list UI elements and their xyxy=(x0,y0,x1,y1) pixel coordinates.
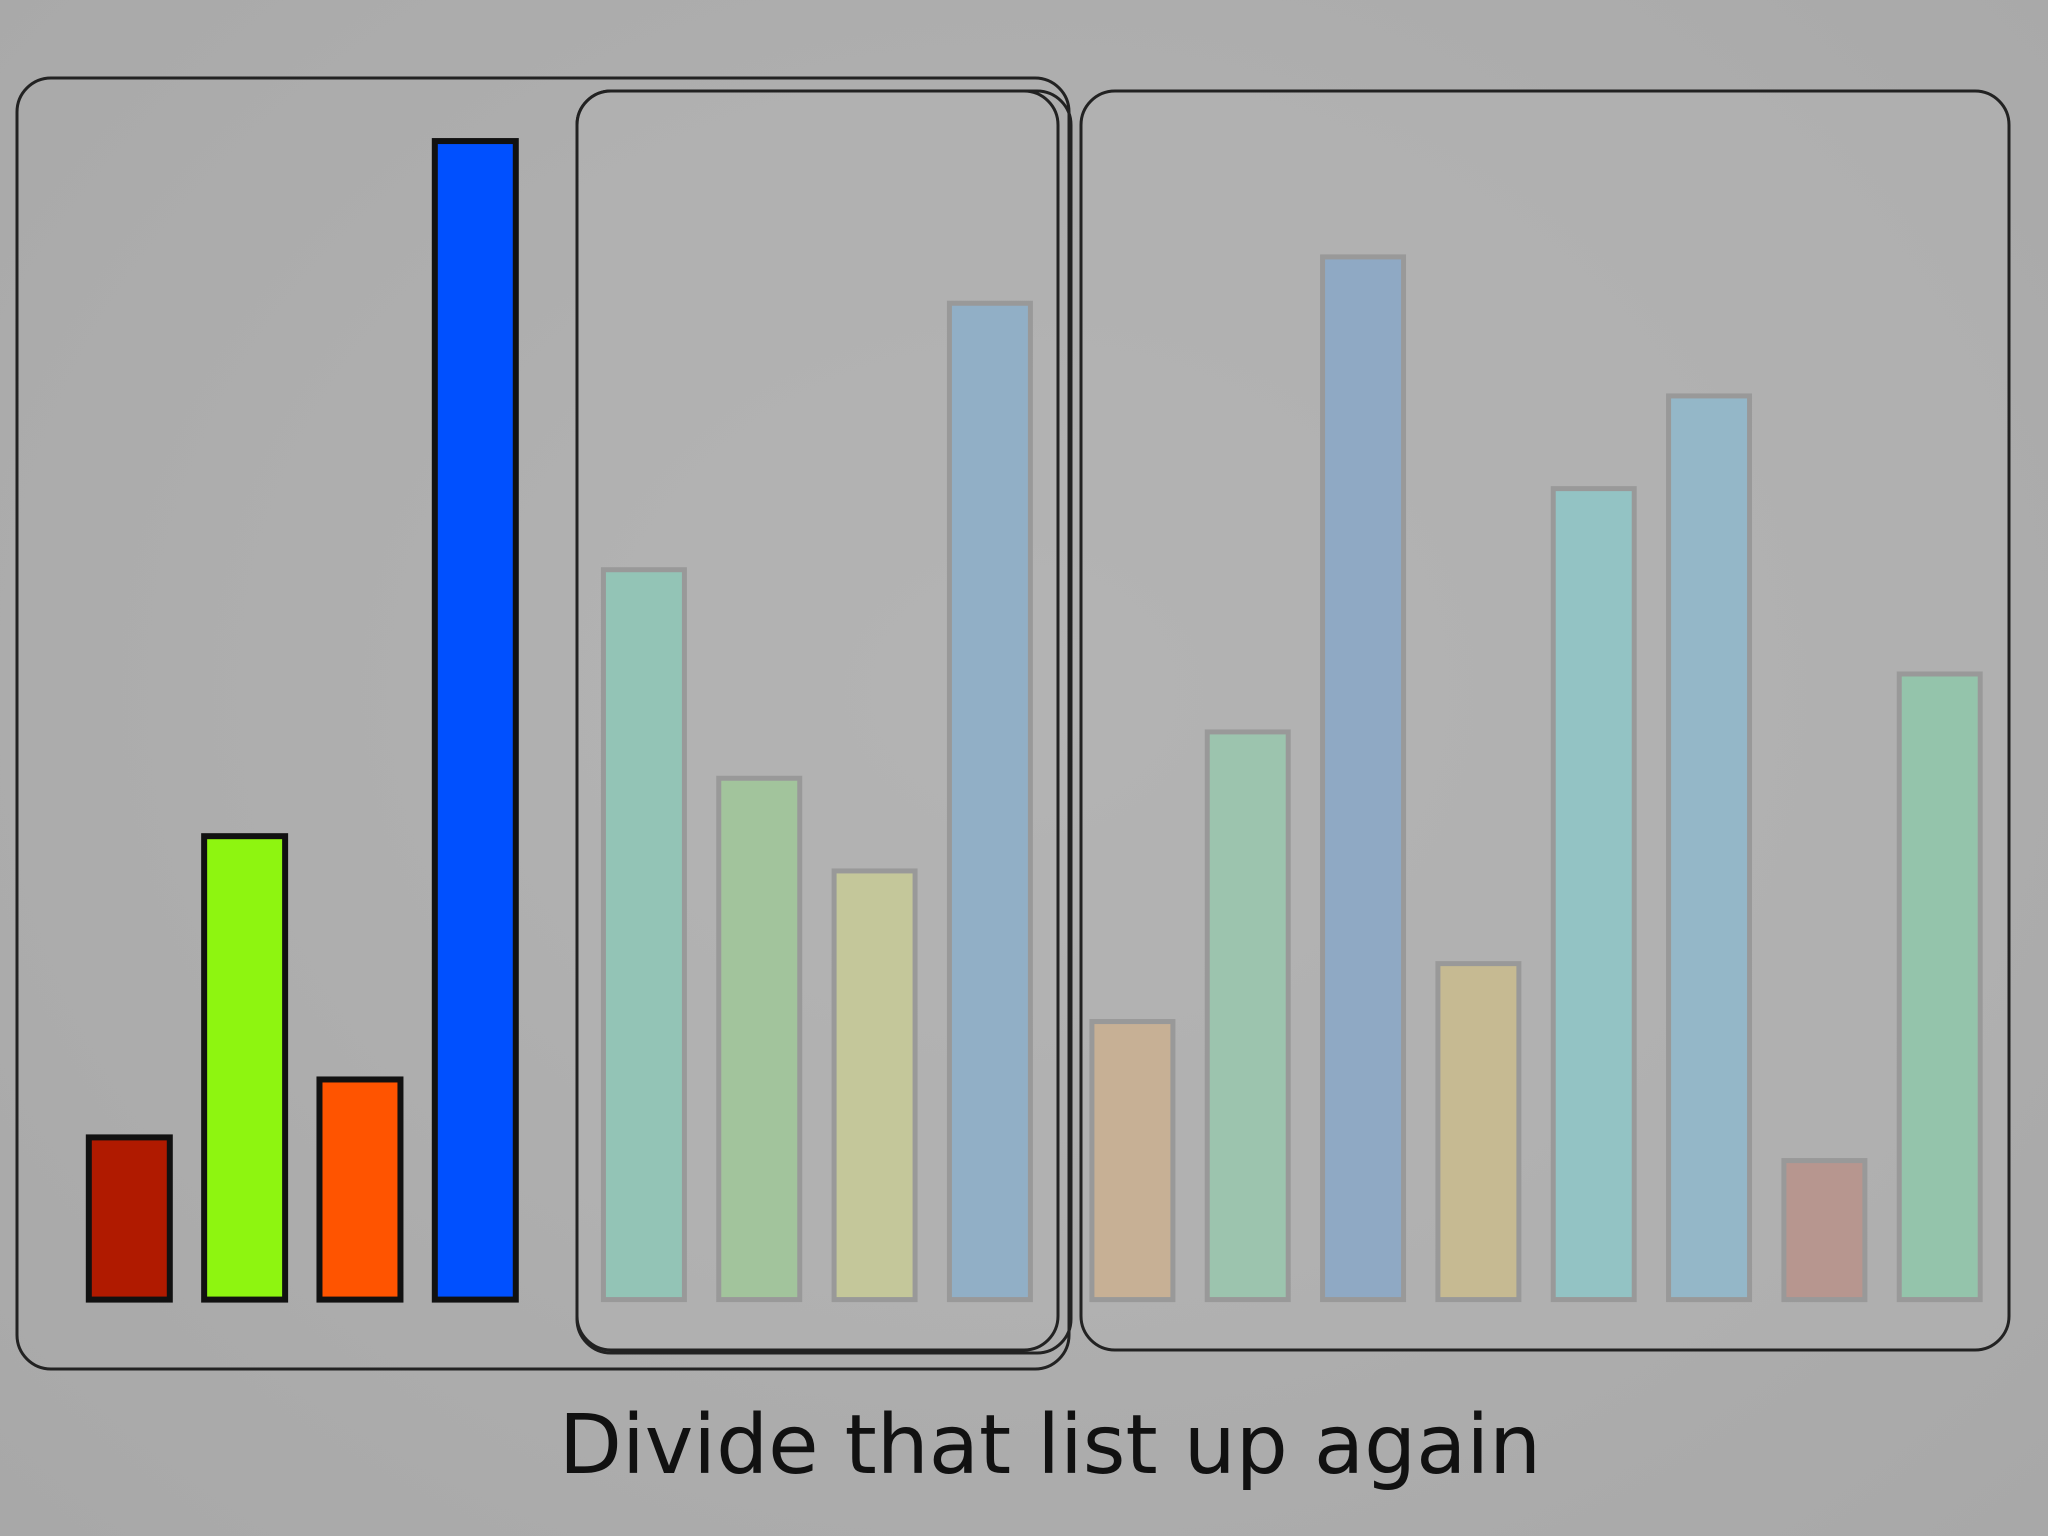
bar xyxy=(1204,729,1291,1303)
bar xyxy=(831,868,918,1303)
caption: Divide that list up again xyxy=(559,1398,1541,1493)
right-half-frame xyxy=(1079,89,2011,1352)
outer-frame xyxy=(15,76,1071,1371)
bar xyxy=(1550,486,1637,1303)
bar xyxy=(946,300,1033,1303)
bar xyxy=(431,138,519,1303)
bar xyxy=(716,775,803,1303)
bars xyxy=(85,138,1983,1303)
bar xyxy=(1320,254,1407,1303)
bar xyxy=(201,833,289,1303)
bar xyxy=(1666,393,1753,1303)
bar xyxy=(316,1076,404,1303)
bar xyxy=(1896,671,1983,1303)
bar xyxy=(85,1134,173,1303)
bar xyxy=(1435,961,1522,1303)
bar xyxy=(1089,1019,1176,1303)
bar xyxy=(1781,1158,1868,1303)
left-half-frame xyxy=(575,89,1060,1352)
bar xyxy=(600,567,687,1303)
